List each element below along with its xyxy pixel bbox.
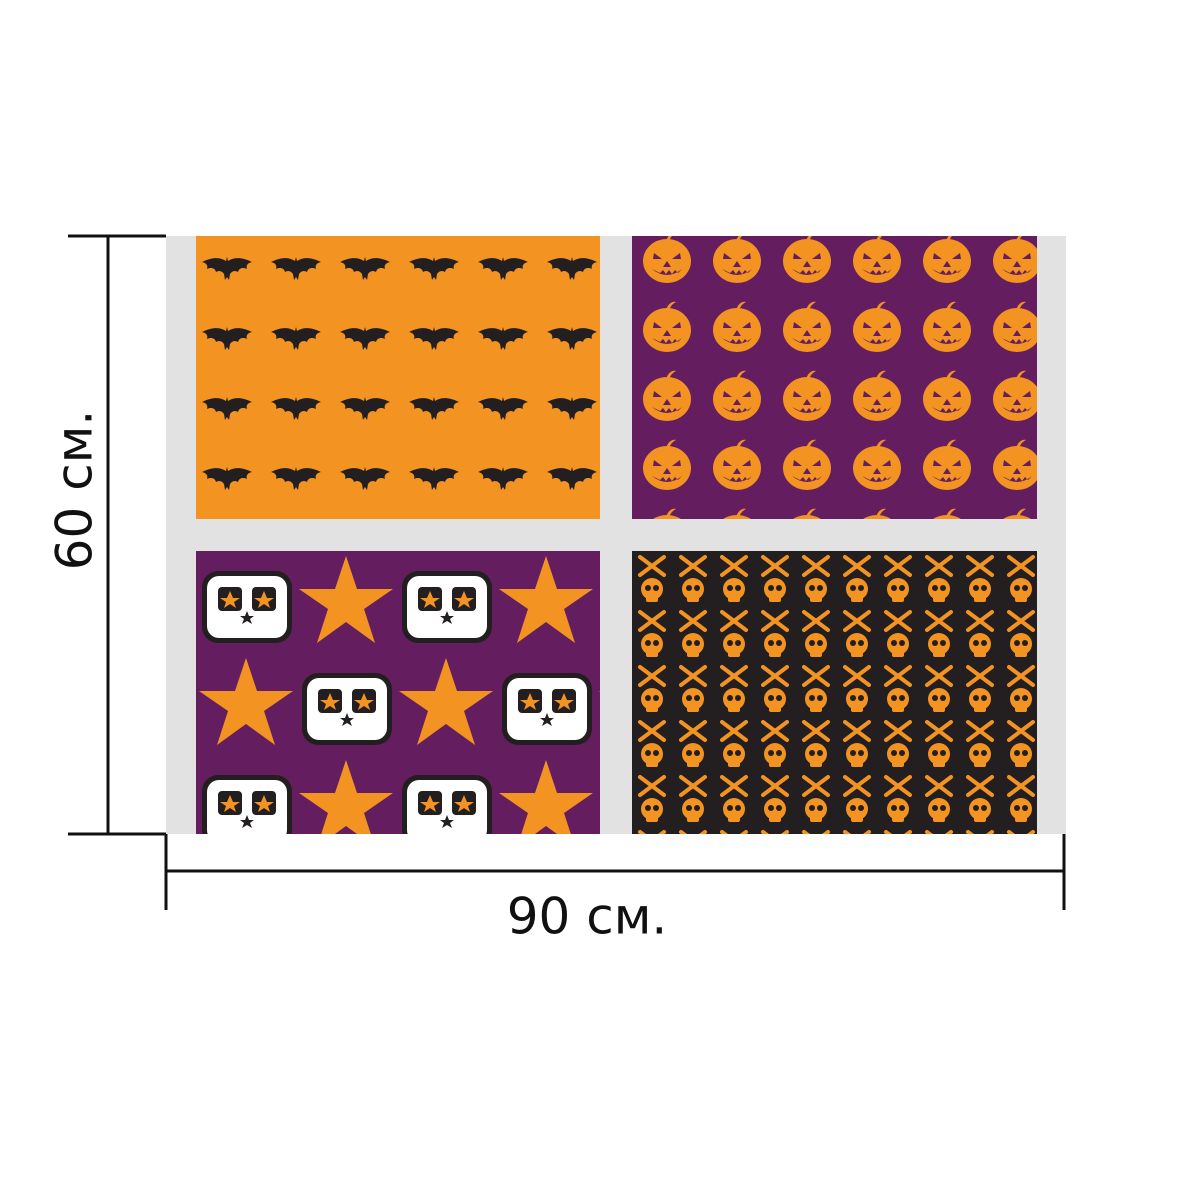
height-label: 60 см. (46, 410, 104, 571)
pumpkins-panel (632, 236, 1037, 519)
width-dimension (164, 834, 1066, 910)
bats-panel (196, 236, 600, 519)
height-dimension (68, 234, 166, 836)
width-label: 90 см. (507, 888, 668, 946)
crossbones-panel (632, 551, 1037, 834)
skulls-stars-panel (196, 551, 600, 834)
